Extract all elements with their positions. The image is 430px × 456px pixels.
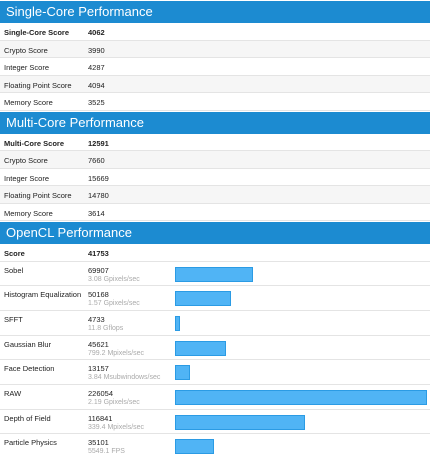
score-row: Score 41753 [0,244,430,262]
test-row: Particle Physics 35101 5549.1 FPS [0,434,430,456]
row-value: 4094 [88,80,105,90]
row-label: Floating Point Score [4,191,72,200]
row-label: Sobel [4,265,24,275]
test-row: Gaussian Blur 45621 799.2 Mpixels/sec [0,335,430,361]
row-value: 41753 [88,249,109,258]
score-row: Crypto Score 7660 [0,151,430,169]
row-value: 14780 [88,191,109,200]
row-label: Gaussian Blur [4,339,52,349]
row-label: Integer Score [4,63,50,72]
score-row: Floating Point Score 4094 [0,75,430,93]
row-label: Crypto Score [4,156,48,165]
row-value: 4062 [88,28,105,37]
row-label: Single-Core Score [4,28,70,37]
score-row: Memory Score 3525 [0,93,430,111]
score-row: Integer Score 15669 [0,169,430,186]
test-row: Sobel 69907 3.08 Gpixels/sec [0,261,430,287]
score-bar [175,365,190,381]
score-row: Multi-Core Score 12591 [0,134,430,151]
row-value: 4287 [88,63,105,72]
section-header: OpenCL Performance [0,222,430,244]
score-bar [175,414,306,430]
row-label: Floating Point Score [4,80,72,90]
row-label: Particle Physics [4,438,57,448]
section-header: Single-Core Performance [0,1,430,23]
row-value: 15669 [88,173,109,183]
row-value: 45621 [88,339,109,349]
row-rate: 1.57 Gpixels/sec [88,300,140,308]
row-rate: 3.84 Msubwindows/sec [88,374,161,382]
row-label: Score [4,249,25,258]
row-value: 116841 [88,413,113,423]
score-row: Integer Score 4287 [0,58,430,76]
row-label: Memory Score [4,98,53,107]
test-row: Histogram Equalization 50168 1.57 Gpixels/… [0,286,430,311]
row-value: 3990 [88,45,105,55]
row-rate: 3.08 Gpixels/sec [88,275,140,283]
score-bar [175,266,253,282]
score-bar [175,340,226,356]
row-rate: 2.19 Gpixels/sec [88,398,140,406]
test-row: Depth of Field 116841 339.4 Mpixels/sec [0,409,430,435]
score-row: Single-Core Score 4062 [0,23,430,41]
score-bar [175,315,181,331]
row-rate: 799.2 Mpixels/sec [88,349,145,357]
row-value: 12591 [88,138,109,148]
row-value: 35101 [88,438,109,448]
test-row: SFFT 4733 11.8 Gflops [0,310,430,336]
row-value: 4733 [88,314,105,324]
row-value: 69907 [88,265,109,275]
test-row: Face Detection 13157 3.84 Msubwindows/sec [0,360,430,385]
score-row: Memory Score 3614 [0,204,430,221]
row-value: 3614 [88,208,105,218]
row-label: Multi-Core Score [4,138,65,148]
row-rate: 11.8 Gflops [88,324,124,332]
row-label: Histogram Equalization [4,290,82,300]
score-bar [175,291,231,307]
score-row: Crypto Score 3990 [0,40,430,58]
row-label: RAW [4,388,22,398]
row-value: 13157 [88,364,109,374]
row-label: Face Detection [4,364,55,374]
row-label: Crypto Score [4,45,48,55]
row-label: Memory Score [4,208,53,218]
row-value: 50168 [88,290,109,300]
row-value: 3525 [88,98,105,107]
score-bar [175,389,427,405]
row-label: Depth of Field [4,413,51,423]
section-header: Multi-Core Performance [0,111,430,134]
row-value: 226054 [88,388,114,398]
row-label: SFFT [4,314,23,324]
row-label: Integer Score [4,173,50,183]
row-rate: 5549.1 FPS [88,448,125,456]
score-row: Floating Point Score 14780 [0,186,430,204]
score-bar [175,439,215,455]
test-row: RAW 226054 2.19 Gpixels/sec [0,384,430,410]
row-rate: 339.4 Mpixels/sec [88,423,145,431]
row-value: 7660 [88,156,105,165]
